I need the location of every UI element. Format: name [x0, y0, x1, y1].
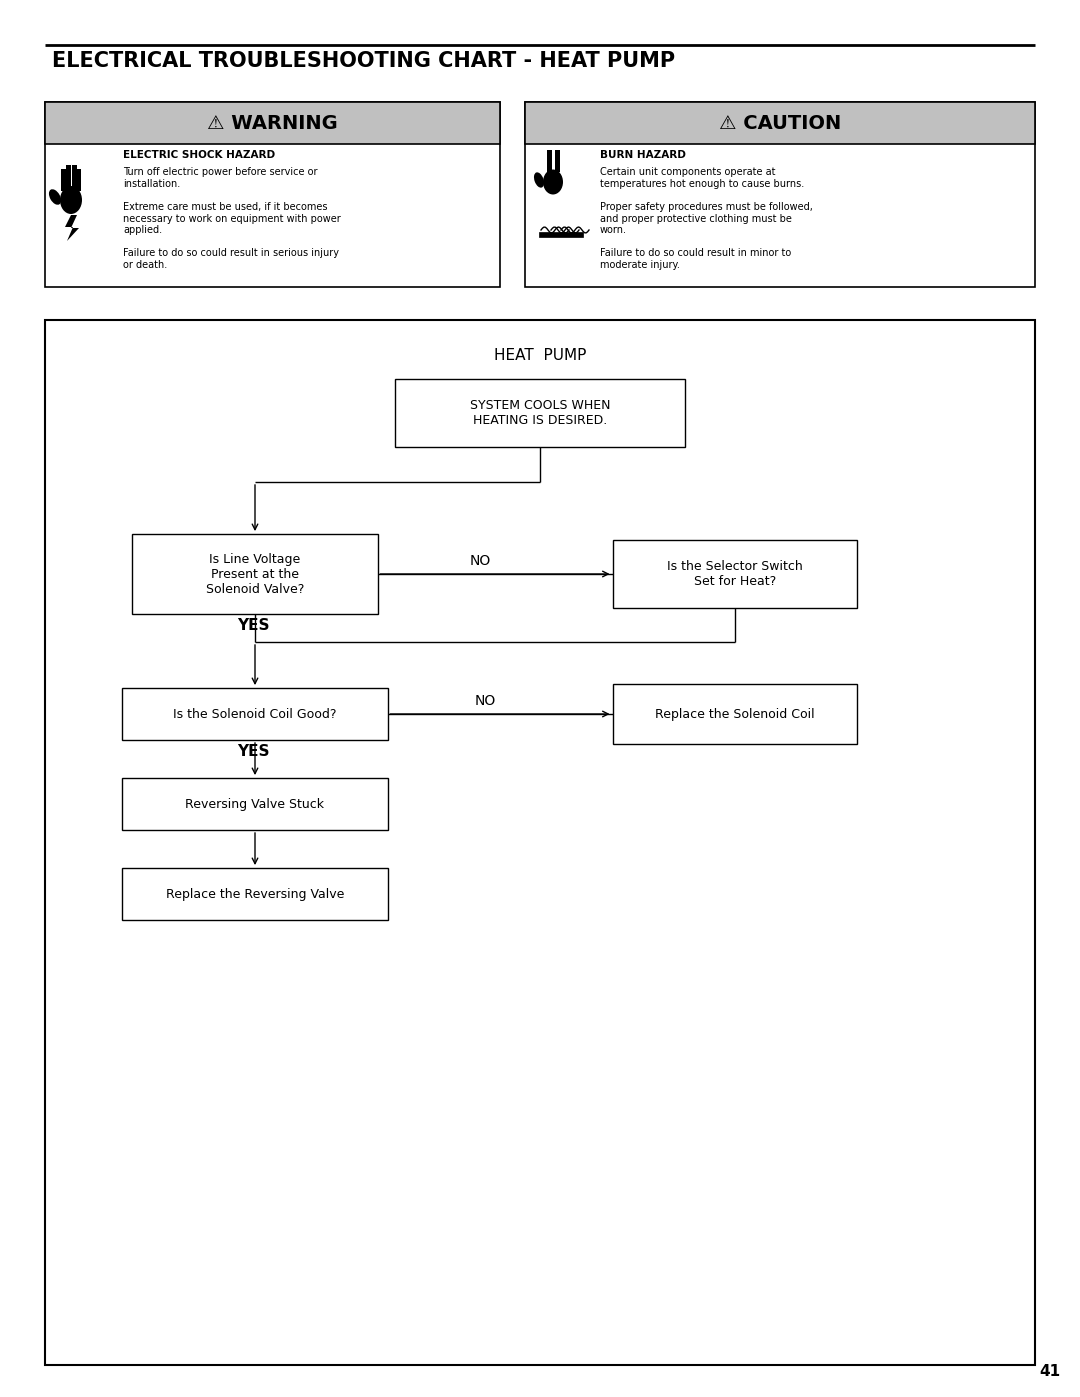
Bar: [71, 165, 77, 191]
Text: Failure to do so could result in minor to
moderate injury.: Failure to do so could result in minor t…: [600, 249, 792, 270]
Bar: [554, 149, 559, 172]
Text: ELECTRIC SHOCK HAZARD: ELECTRIC SHOCK HAZARD: [123, 149, 275, 161]
Ellipse shape: [534, 172, 544, 187]
FancyBboxPatch shape: [133, 534, 378, 615]
Text: Reversing Valve Stuck: Reversing Valve Stuck: [186, 798, 324, 810]
Text: 41: 41: [1039, 1363, 1059, 1379]
FancyBboxPatch shape: [612, 541, 858, 608]
Text: Failure to do so could result in serious injury
or death.: Failure to do so could result in serious…: [123, 249, 339, 270]
Text: SYSTEM COOLS WHEN
HEATING IS DESIRED.: SYSTEM COOLS WHEN HEATING IS DESIRED.: [470, 400, 610, 427]
Text: Certain unit components operate at
temperatures hot enough to cause burns.: Certain unit components operate at tempe…: [600, 168, 805, 189]
Ellipse shape: [543, 169, 563, 194]
FancyBboxPatch shape: [525, 102, 1035, 286]
Text: YES: YES: [237, 617, 269, 633]
Text: Proper safety procedures must be followed,
and proper protective clothing must b: Proper safety procedures must be followe…: [600, 203, 813, 235]
Text: Replace the Solenoid Coil: Replace the Solenoid Coil: [656, 707, 814, 721]
FancyBboxPatch shape: [45, 102, 500, 286]
Polygon shape: [65, 215, 79, 242]
Text: BURN HAZARD: BURN HAZARD: [600, 149, 686, 161]
Bar: [66, 165, 71, 191]
Bar: [60, 169, 66, 191]
FancyBboxPatch shape: [122, 687, 388, 740]
Text: Is the Solenoid Coil Good?: Is the Solenoid Coil Good?: [173, 707, 337, 721]
Text: YES: YES: [237, 745, 269, 759]
Text: HEAT  PUMP: HEAT PUMP: [494, 348, 586, 363]
Bar: [546, 149, 552, 172]
FancyBboxPatch shape: [612, 685, 858, 745]
Text: NO: NO: [470, 555, 490, 569]
Bar: [77, 169, 81, 191]
FancyBboxPatch shape: [45, 102, 500, 144]
Text: ELECTRICAL TROUBLESHOOTING CHART - HEAT PUMP: ELECTRICAL TROUBLESHOOTING CHART - HEAT …: [52, 52, 675, 71]
Ellipse shape: [60, 186, 82, 214]
FancyBboxPatch shape: [539, 232, 583, 237]
Text: Is Line Voltage
Present at the
Solenoid Valve?: Is Line Voltage Present at the Solenoid …: [206, 552, 305, 595]
Text: Is the Selector Switch
Set for Heat?: Is the Selector Switch Set for Heat?: [667, 560, 802, 588]
FancyBboxPatch shape: [45, 320, 1035, 1365]
Text: Replace the Reversing Valve: Replace the Reversing Valve: [166, 887, 345, 901]
Text: ⚠ CAUTION: ⚠ CAUTION: [719, 113, 841, 133]
Ellipse shape: [49, 189, 62, 205]
Text: Extreme care must be used, if it becomes
necessary to work on equipment with pow: Extreme care must be used, if it becomes…: [123, 203, 341, 235]
Text: Turn off electric power before service or
installation.: Turn off electric power before service o…: [123, 168, 318, 189]
FancyBboxPatch shape: [395, 379, 685, 447]
Text: ⚠ WARNING: ⚠ WARNING: [207, 113, 338, 133]
Text: NO: NO: [474, 694, 496, 708]
FancyBboxPatch shape: [122, 868, 388, 921]
FancyBboxPatch shape: [525, 102, 1035, 144]
FancyBboxPatch shape: [122, 778, 388, 830]
